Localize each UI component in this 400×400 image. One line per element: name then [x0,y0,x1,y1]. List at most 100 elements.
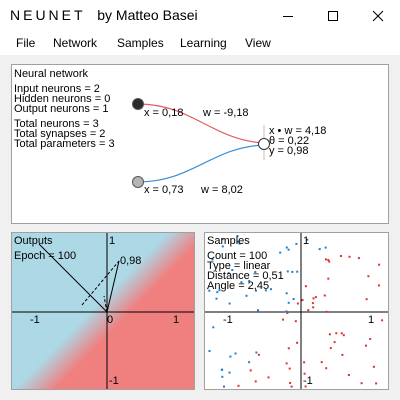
sample-point [328,260,331,263]
sample-point [296,270,299,273]
menu-view[interactable]: View [245,36,271,50]
weight-1-value: w = -9,18 [203,107,249,119]
app-brand: NEUNET [10,7,86,23]
sample-point [365,298,368,301]
sample-point [257,309,259,312]
menu-learning[interactable]: Learning [180,36,227,50]
sample-point [287,301,290,304]
weight-vector [38,243,108,313]
sample-point [294,320,297,323]
sample-point [301,299,304,302]
sample-point [312,297,315,300]
output-neurons-count: Output neurons = 1 [14,103,109,115]
menu-network[interactable]: Network [53,36,98,50]
sample-point [221,245,224,248]
output-value-label: 0,98 [120,255,142,267]
tick-x-zero: 0 [107,314,114,326]
tick-x-pos: 1 [173,314,180,326]
sample-point [223,385,225,388]
sample-point [312,306,315,309]
output-weighted-sum: x • w = 4,18 [269,125,327,137]
sample-point [304,385,307,388]
maximize-icon [327,10,338,21]
samples-plot [205,233,388,389]
sample-point [208,289,211,292]
sample-point [289,382,292,384]
tick-x-pos: 1 [368,314,375,326]
output-neuron [258,138,270,150]
sample-point [324,258,327,261]
sample-point [237,384,240,387]
sample-point [211,258,214,261]
sample-point [320,361,323,364]
sample-point [212,326,215,329]
sample-point [292,298,295,300]
sample-point [255,351,258,354]
sample-point [236,235,239,238]
menu-samples[interactable]: Samples [117,36,164,50]
tick-y-pos: 1 [109,235,116,247]
minimize-icon [282,15,293,17]
sample-point [367,275,370,278]
window-title: NEUNET by Matteo Basei [10,7,198,23]
sample-point [348,255,351,258]
sample-point [245,294,248,297]
total-neurons: Total neurons = 3 [14,118,99,130]
sample-point [375,382,378,385]
sample-point [287,347,290,350]
sample-point [231,269,234,271]
sample-point [264,289,267,292]
sample-point [254,271,257,273]
sample-point [216,291,219,294]
input-neuron-1 [132,98,144,110]
menu-file[interactable]: File [16,36,36,50]
app-byline: by Matteo Basei [97,7,198,23]
sample-point [307,309,310,312]
sample-point [270,288,272,291]
sample-point [221,238,224,241]
minimize-button[interactable] [265,0,310,31]
sample-point [285,362,288,365]
samples-angle: Angle = 2,45 [207,280,270,292]
maximize-button[interactable] [310,0,355,31]
sample-point [306,238,309,241]
title-bar: NEUNET by Matteo Basei [0,0,400,31]
sample-point [341,353,344,356]
sample-point [285,292,288,295]
samples-distance: Distance = 0,51 [207,270,284,282]
tick-y-neg: -1 [109,375,119,387]
sample-point [303,372,306,375]
sample-point [220,368,223,371]
close-button[interactable] [355,0,400,31]
network-diagram [132,98,270,188]
tick-x-neg: -1 [30,314,40,326]
sample-point [311,302,314,305]
sample-point [267,376,270,379]
sample-point [291,270,294,273]
close-icon [372,10,383,21]
sample-point [340,332,343,335]
sample-point [229,355,232,358]
sample-point [329,347,332,350]
input-2-value: x = 0,73 [144,184,184,196]
sample-point [295,242,298,245]
total-synapses: Total synapses = 2 [14,128,106,140]
weight-2-value: w = 8,02 [201,184,243,196]
sample-point [325,310,328,313]
sample-point [288,367,291,370]
sample-point [285,246,288,249]
synapse-2 [137,144,265,183]
sample-point [327,259,330,261]
sample-point [365,344,367,347]
sample-point [237,240,240,243]
sample-point [234,352,237,355]
sample-point [255,289,257,292]
sample-point [327,277,330,280]
hidden-neurons-count: Hidden neurons = 0 [14,93,111,105]
output-theta: θ = 0,22 [269,135,310,147]
tick-y-pos: 1 [303,235,310,247]
samples-title: Samples [207,235,250,247]
sample-point [257,353,260,356]
sample-point [285,310,288,313]
sample-point [249,369,252,372]
